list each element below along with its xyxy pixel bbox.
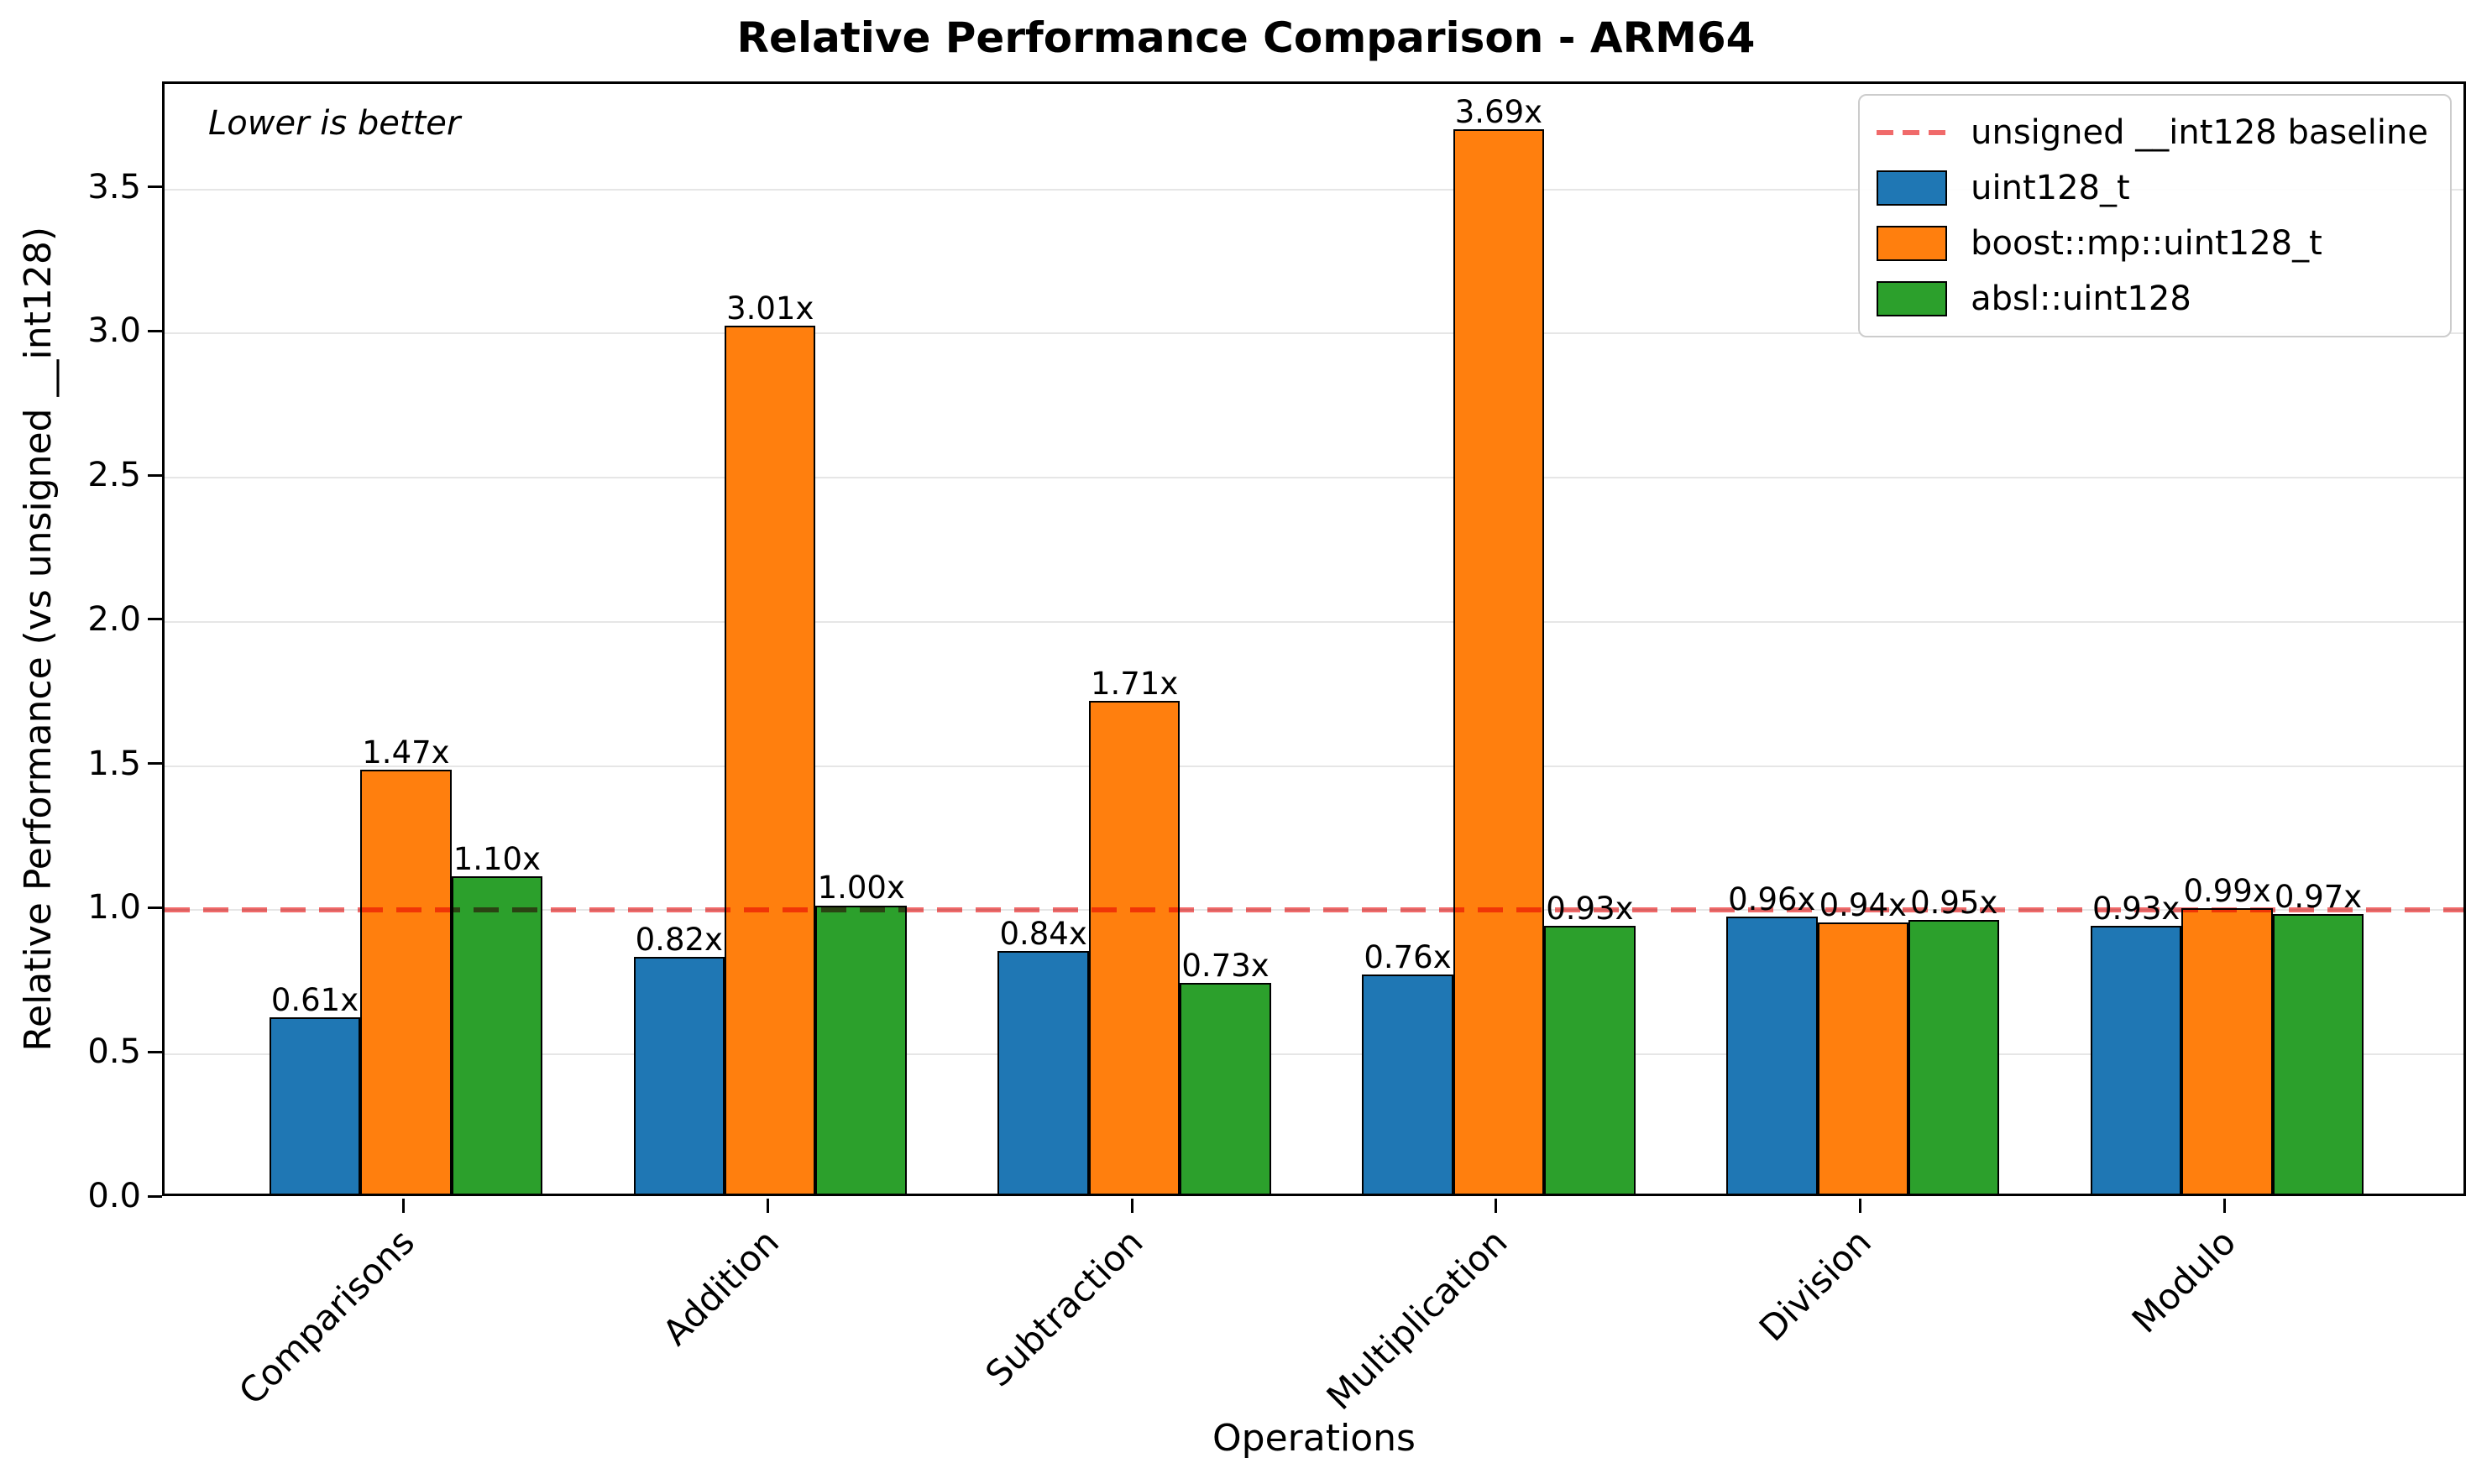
x-tick-mark-addition bbox=[766, 1199, 769, 1213]
x-tick-label-division: Division bbox=[1751, 1221, 1880, 1350]
value-label: 0.95x bbox=[1910, 884, 1998, 921]
y-tick-label-1.5: 1.5 bbox=[87, 744, 141, 783]
plot-area: 0.61x 1.47x 1.10x 0.82x 3.01x 1.00x 0.84x 1.71x… bbox=[162, 81, 2466, 1196]
x-axis-label: Operations bbox=[1212, 1417, 1416, 1460]
value-label: 1.71x bbox=[1090, 665, 1179, 702]
legend-label-uint128: uint128_t bbox=[1971, 169, 2130, 207]
y-tick-mark-1.5 bbox=[148, 762, 162, 766]
value-label: 0.84x bbox=[999, 916, 1087, 953]
value-label: 0.96x bbox=[1728, 881, 1816, 918]
value-label: 3.01x bbox=[726, 290, 814, 327]
value-label: 0.97x bbox=[2274, 878, 2363, 915]
y-tick-label-3.5: 3.5 bbox=[87, 167, 141, 206]
bar-modulo-uint128-t bbox=[2090, 925, 2182, 1194]
legend-item-absl: absl::uint128 bbox=[1877, 275, 2428, 322]
bar-addition-absl-uint128 bbox=[815, 905, 907, 1194]
y-tick-mark-0.5 bbox=[148, 1050, 162, 1053]
x-tick-mark-modulo bbox=[2223, 1199, 2227, 1213]
x-tick-label-modulo: Modulo bbox=[2123, 1221, 2244, 1341]
bar-multiplication-uint128-t bbox=[1362, 974, 1453, 1194]
bar-addition-uint128-t bbox=[633, 957, 725, 1194]
legend-item-uint128: uint128_t bbox=[1877, 165, 2428, 212]
bar-multiplication-boost-mp-uint128-t bbox=[1453, 129, 1545, 1194]
y-tick-label-2.0: 2.0 bbox=[87, 599, 141, 639]
boost-color-swatch bbox=[1877, 226, 1948, 261]
uint128-color-swatch bbox=[1877, 170, 1948, 206]
x-tick-mark-division bbox=[1859, 1199, 1862, 1213]
gridline-2.0 bbox=[165, 620, 2463, 623]
bar-division-absl-uint128 bbox=[1908, 919, 2000, 1194]
legend-label-baseline: unsigned __int128 baseline bbox=[1971, 113, 2428, 152]
gridline-1.5 bbox=[165, 765, 2463, 767]
value-label: 0.73x bbox=[1181, 948, 1270, 985]
y-tick-mark-0.0 bbox=[148, 1194, 162, 1198]
y-tick-label-1.0: 1.0 bbox=[87, 888, 141, 928]
y-tick-mark-2.5 bbox=[148, 473, 162, 477]
baseline-dash-swatch bbox=[1877, 130, 1948, 135]
chart-title: Relative Performance Comparison - ARM64 bbox=[736, 13, 1756, 62]
legend-label-boost: boost::mp::uint128_t bbox=[1971, 224, 2322, 263]
bar-multiplication-absl-uint128 bbox=[1544, 925, 1636, 1194]
bar-modulo-boost-mp-uint128-t bbox=[2181, 907, 2273, 1194]
bar-modulo-absl-uint128 bbox=[2272, 913, 2364, 1194]
y-tick-mark-1.0 bbox=[148, 906, 162, 909]
value-label: 0.76x bbox=[1364, 938, 1452, 975]
y-tick-label-0.0: 0.0 bbox=[87, 1177, 141, 1215]
x-tick-label-addition: Addition bbox=[654, 1221, 787, 1354]
bar-comparisons-uint128-t bbox=[269, 1017, 361, 1194]
x-tick-mark-comparisons bbox=[401, 1199, 405, 1213]
y-tick-mark-3.0 bbox=[148, 329, 162, 332]
gridline-3.0 bbox=[165, 332, 2463, 335]
legend: unsigned __int128 baseline uint128_t boo… bbox=[1858, 94, 2452, 337]
absl-color-swatch bbox=[1877, 281, 1948, 316]
bar-subtraction-absl-uint128 bbox=[1180, 983, 1271, 1194]
bar-division-boost-mp-uint128-t bbox=[1817, 922, 1908, 1194]
legend-item-baseline: unsigned __int128 baseline bbox=[1877, 109, 2428, 156]
legend-label-absl: absl::uint128 bbox=[1971, 280, 2191, 318]
bar-comparisons-absl-uint128 bbox=[451, 876, 543, 1194]
x-tick-mark-subtraction bbox=[1130, 1199, 1133, 1213]
legend-item-boost: boost::mp::uint128_t bbox=[1877, 220, 2428, 267]
value-label: 1.47x bbox=[362, 734, 450, 771]
value-label: 0.93x bbox=[2092, 890, 2180, 927]
x-tick-label-multiplication: Multiplication bbox=[1318, 1221, 1516, 1419]
value-label: 0.94x bbox=[1819, 887, 1907, 924]
annotation-lower-is-better: Lower is better bbox=[208, 104, 461, 143]
baseline-dashed-line bbox=[165, 907, 2463, 913]
y-tick-label-0.5: 0.5 bbox=[87, 1032, 141, 1072]
x-tick-label-subtraction: Subtraction bbox=[977, 1221, 1151, 1395]
bar-subtraction-uint128-t bbox=[997, 951, 1089, 1194]
x-tick-label-comparisons: Comparisons bbox=[231, 1221, 423, 1413]
value-label: 0.61x bbox=[270, 982, 359, 1019]
y-tick-mark-3.5 bbox=[148, 186, 162, 189]
value-label: 0.99x bbox=[2183, 872, 2271, 909]
gridline-2.5 bbox=[165, 477, 2463, 479]
value-label: 1.00x bbox=[817, 870, 905, 907]
value-label: 0.93x bbox=[1546, 890, 1634, 927]
bar-subtraction-boost-mp-uint128-t bbox=[1088, 700, 1181, 1194]
y-tick-mark-2.0 bbox=[148, 618, 162, 621]
bar-division-uint128-t bbox=[1726, 917, 1818, 1194]
gridline-3.5 bbox=[165, 188, 2463, 191]
bar-comparisons-boost-mp-uint128-t bbox=[360, 770, 452, 1194]
x-tick-mark-multiplication bbox=[1495, 1199, 1498, 1213]
bar-addition-boost-mp-uint128-t bbox=[725, 326, 816, 1194]
y-tick-label-3.0: 3.0 bbox=[87, 311, 141, 351]
value-label: 3.69x bbox=[1454, 94, 1543, 131]
y-tick-label-2.5: 2.5 bbox=[87, 456, 141, 495]
value-label: 0.82x bbox=[635, 922, 723, 959]
value-label: 1.10x bbox=[453, 841, 541, 878]
gridline-0.5 bbox=[165, 1053, 2463, 1056]
